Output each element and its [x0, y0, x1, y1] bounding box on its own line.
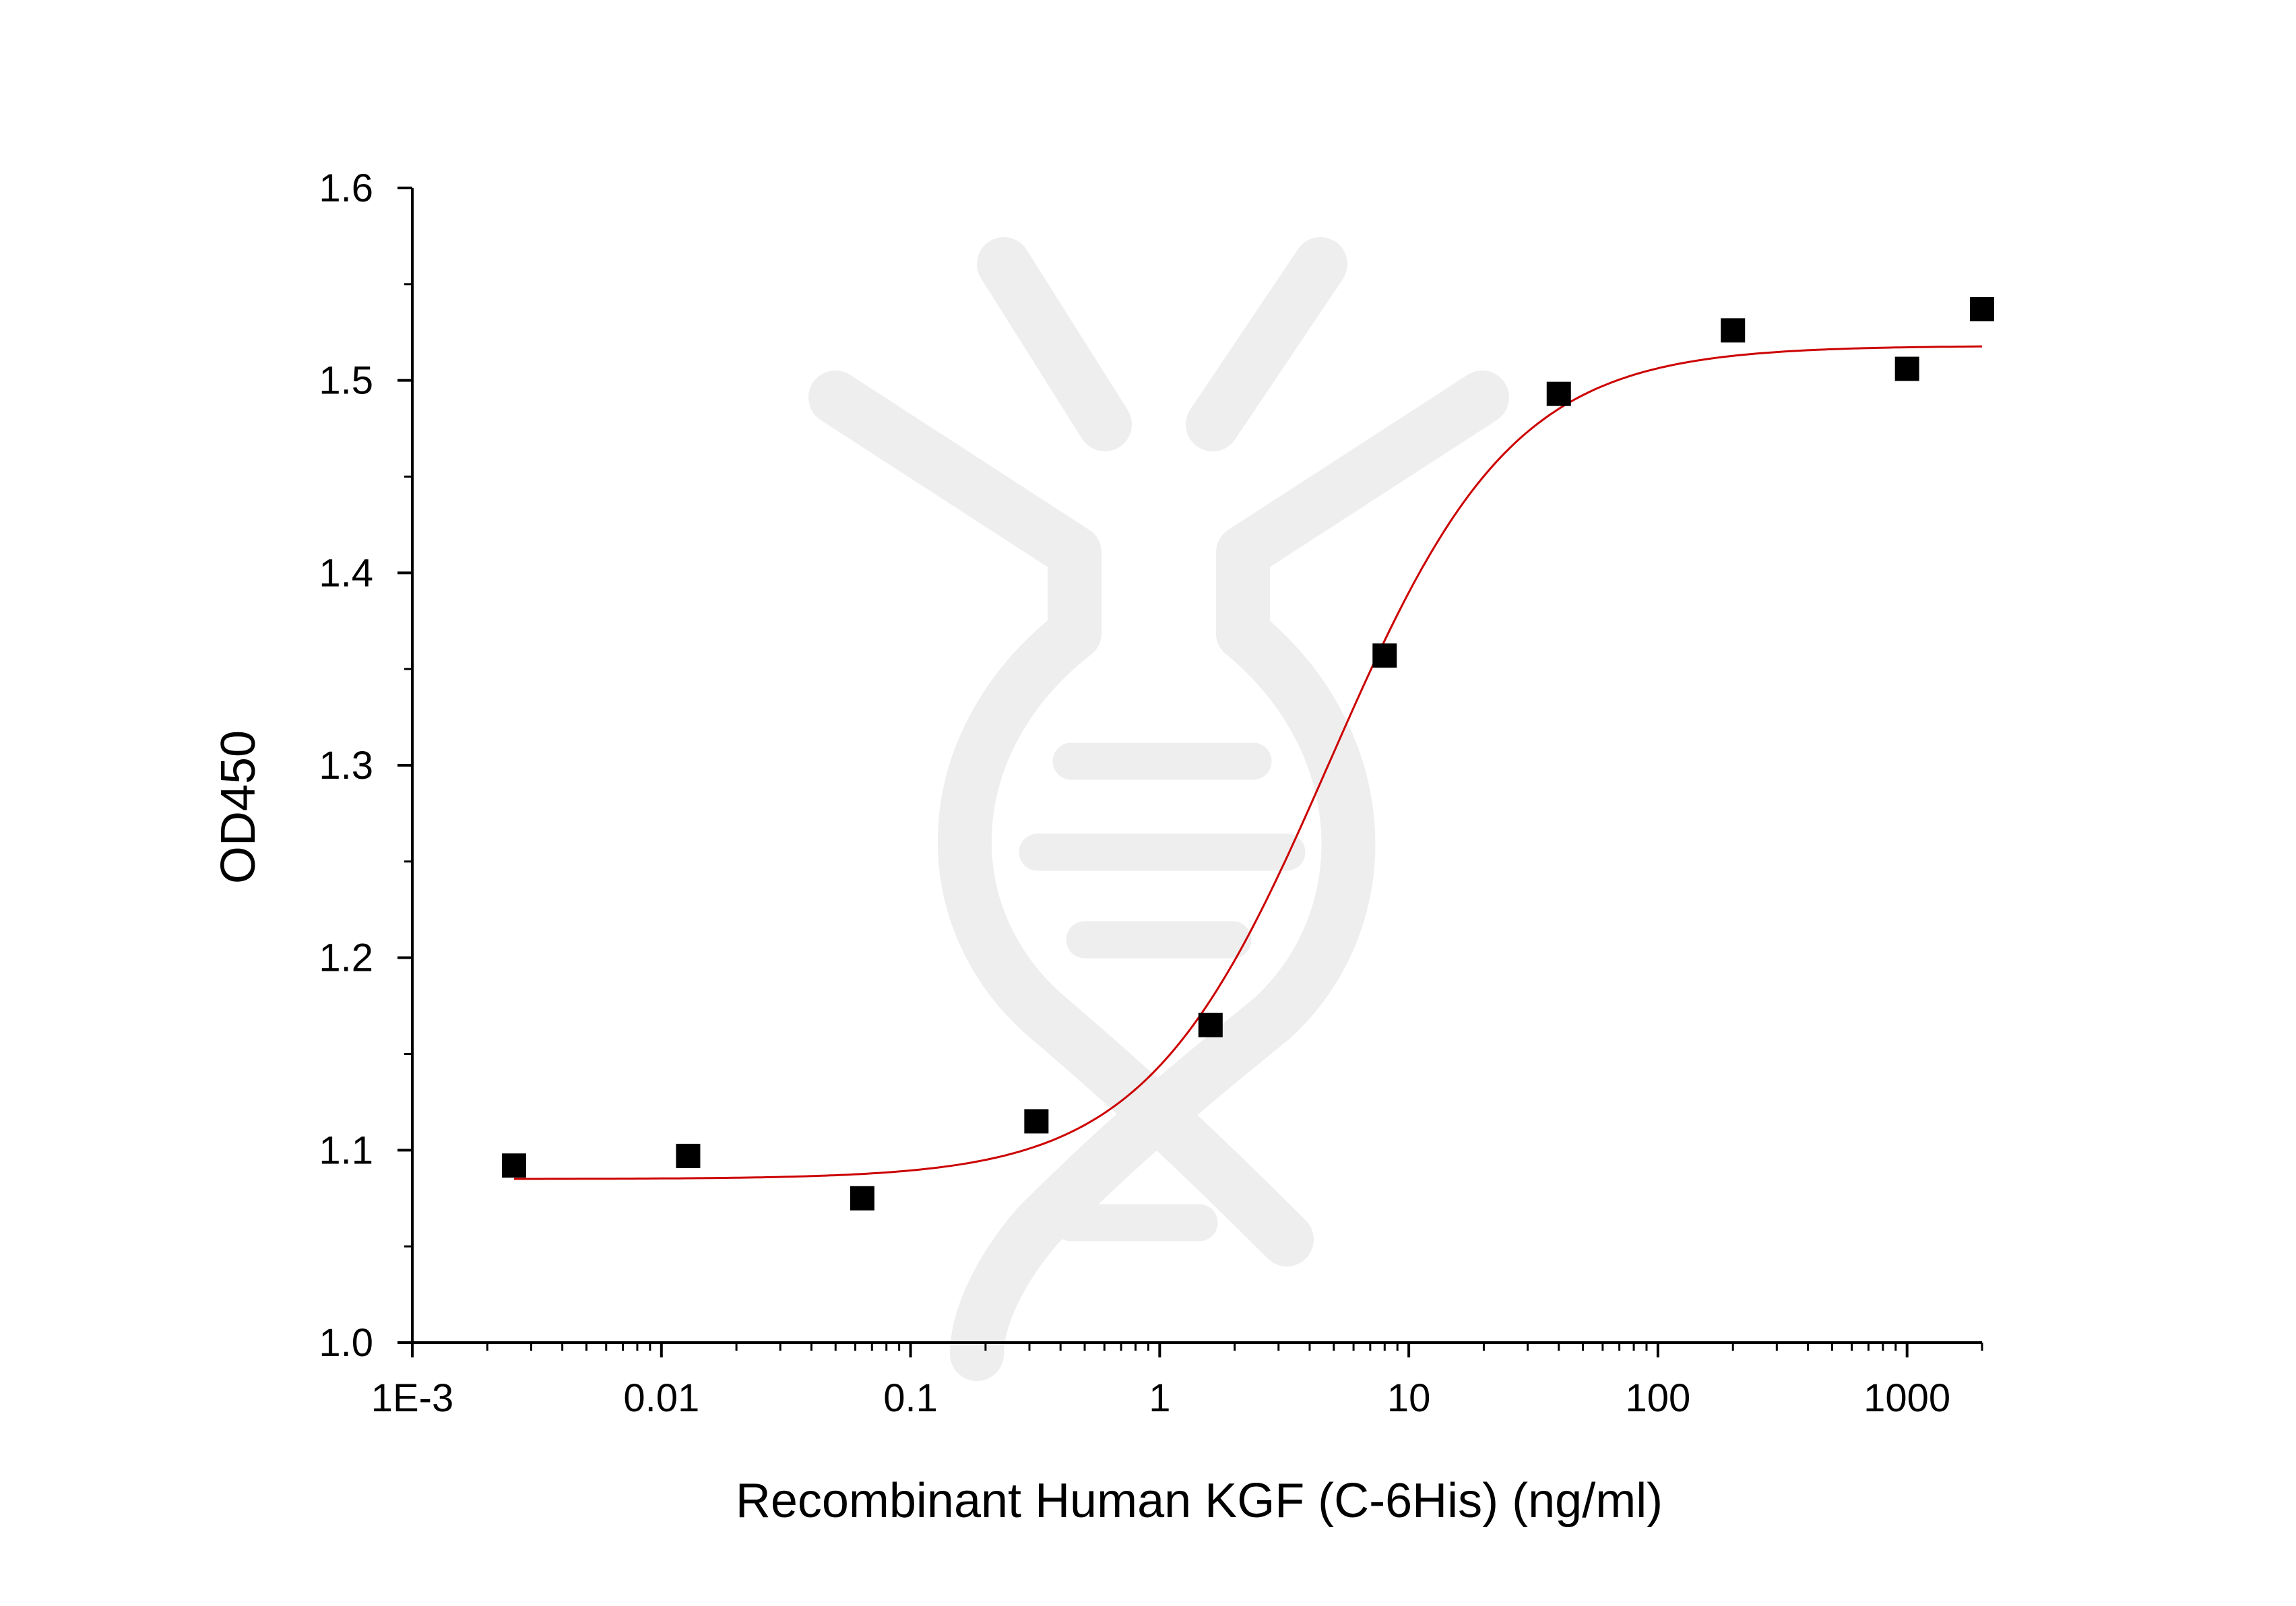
y-axis-tick-labels: 1.0 1.1 1.2 1.3 1.4 1.5 1.6: [319, 166, 373, 1365]
y-tick-label: 1.6: [319, 166, 373, 210]
y-tick-label: 1.0: [319, 1321, 373, 1365]
data-point: [1721, 318, 1746, 343]
y-tick-label: 1.4: [319, 551, 373, 595]
x-tick-label: 0.01: [623, 1376, 699, 1420]
data-point: [1546, 381, 1571, 406]
x-tick-label: 1E-3: [371, 1376, 454, 1420]
x-tick-label: 1000: [1863, 1376, 1950, 1420]
data-point: [501, 1153, 526, 1178]
data-point: [1894, 356, 1919, 381]
data-point: [1198, 1013, 1223, 1037]
fit-curve: [514, 345, 1983, 1180]
watermark-stroke: [808, 371, 1102, 660]
y-axis-ticks: [397, 187, 412, 1344]
data-point: [1024, 1109, 1049, 1134]
watermark-stroke: [1186, 237, 1347, 451]
x-tick-label: 10: [1387, 1376, 1431, 1420]
watermark-stroke: [937, 606, 1314, 1266]
x-axis-ticks: [411, 1343, 1983, 1357]
x-axis-title: Recombinant Human KGF (C-6His) (ng/ml): [736, 1474, 1663, 1528]
watermark-logo: [808, 237, 1509, 1381]
data-point: [1372, 643, 1397, 668]
y-axis-title: OD450: [212, 730, 265, 884]
y-tick-label: 1.1: [319, 1128, 373, 1172]
watermark-stroke: [950, 606, 1376, 1381]
x-axis-tick-labels: 1E-3 0.01 0.1 1 10 100 1000: [371, 1376, 1950, 1420]
y-tick-label: 1.5: [319, 359, 373, 403]
x-tick-label: 100: [1626, 1376, 1691, 1420]
watermark-stroke: [977, 237, 1132, 451]
watermark-stroke: [1216, 371, 1509, 660]
data-point: [676, 1143, 701, 1168]
data-points: [501, 296, 1994, 1211]
data-point: [850, 1186, 874, 1211]
x-tick-label: 1: [1149, 1376, 1170, 1420]
y-tick-label: 1.2: [319, 936, 373, 980]
data-point: [1970, 296, 1994, 321]
x-tick-label: 0.1: [883, 1376, 938, 1420]
y-tick-label: 1.3: [319, 744, 373, 788]
